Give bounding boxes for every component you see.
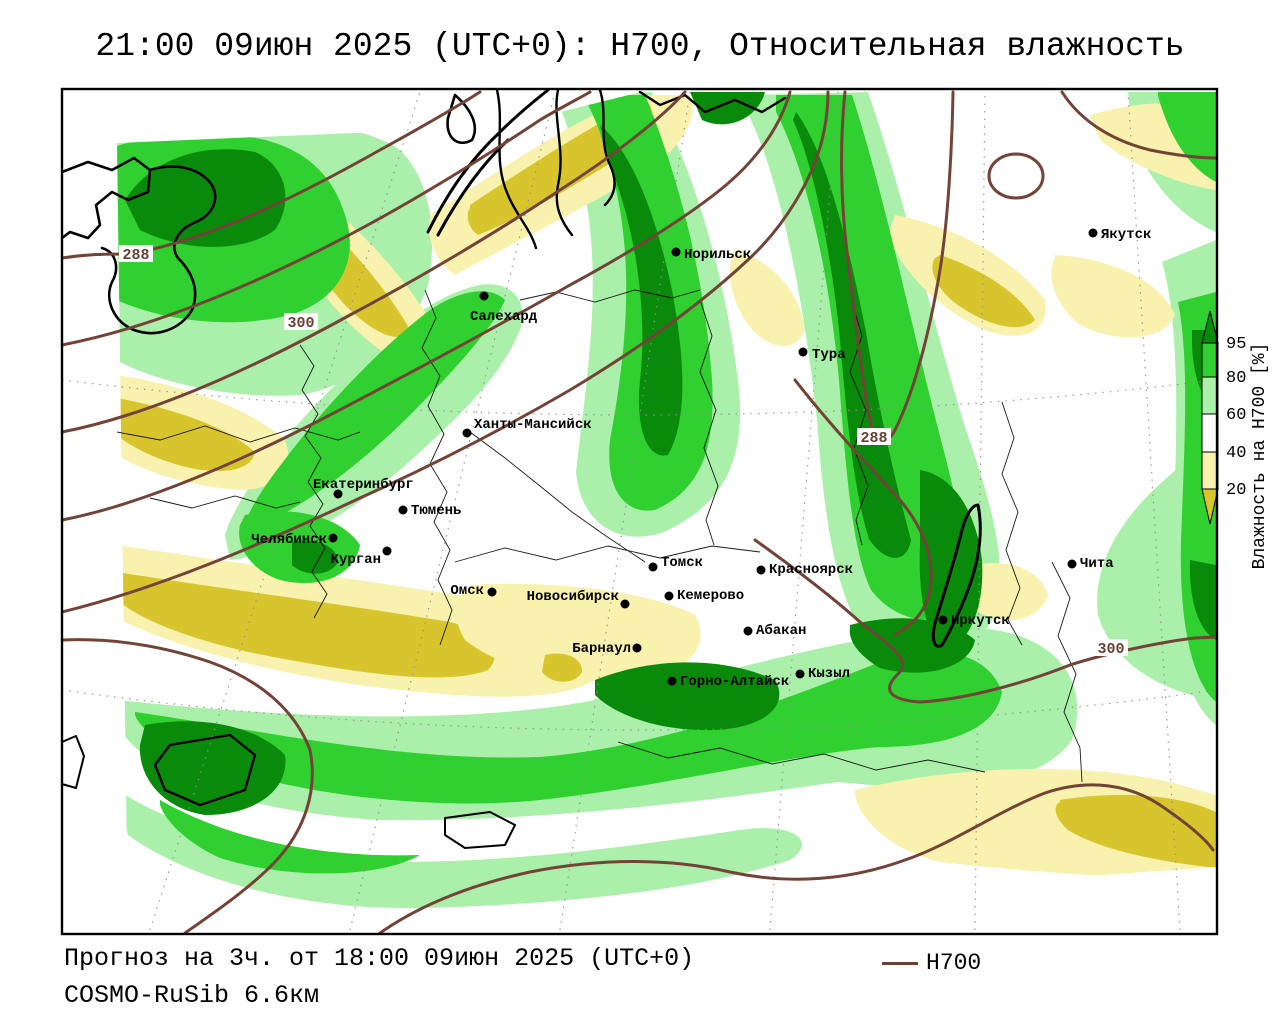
city-label-novosibirsk: Новосибирск bbox=[527, 589, 619, 605]
contour-label-300-east: 300 bbox=[1097, 641, 1124, 658]
taz-estuary bbox=[555, 90, 574, 237]
city-label-irkutsk: Иркутск bbox=[951, 613, 1010, 629]
colorbar: 95 80 60 40 20 Влажность на H700 [%] bbox=[1201, 310, 1270, 570]
city-marker-chelyabinsk bbox=[328, 533, 338, 543]
contour-label-288-west: 288 bbox=[122, 247, 149, 264]
city-marker-gorno-altaysk bbox=[667, 676, 677, 686]
colorbar-tick-40: 40 bbox=[1226, 444, 1246, 463]
city-label-gorno-altaysk: Горно-Алтайск bbox=[680, 674, 789, 690]
city-marker-tura bbox=[798, 347, 808, 357]
city-marker-khanty-mansiysk bbox=[462, 428, 472, 438]
admin-borders-layer bbox=[116, 289, 1083, 783]
city-marker-yekaterinburg bbox=[333, 489, 343, 499]
city-label-tura: Тура bbox=[812, 347, 846, 363]
colorbar-title: Влажность на H700 [%] bbox=[1250, 343, 1270, 570]
city-label-tyumen: Тюмень bbox=[411, 503, 461, 519]
h700-legend-label: H700 bbox=[926, 950, 982, 976]
city-marker-krasnoyarsk bbox=[756, 565, 766, 575]
contour-label-300-west: 300 bbox=[287, 315, 314, 332]
city-marker-yakutsk bbox=[1088, 228, 1098, 238]
city-marker-salekhard bbox=[479, 291, 489, 301]
coastline-layer bbox=[63, 90, 982, 849]
city-layer: Норильск Салехард Ханты-Мансийск Тура Як… bbox=[251, 227, 1151, 690]
map-title: 21:00 09июн 2025 (UTC+0): H700, Относите… bbox=[95, 28, 1185, 65]
colorbar-swatch-80-95 bbox=[1201, 342, 1219, 378]
novaya-zemlya-island bbox=[426, 90, 550, 234]
city-marker-abakan bbox=[743, 626, 753, 636]
white-sea-coast bbox=[100, 165, 217, 335]
h700-legend: H700 bbox=[882, 950, 981, 976]
ob-estuary bbox=[495, 90, 538, 250]
city-marker-tyumen bbox=[398, 505, 408, 515]
lake-baikal bbox=[931, 503, 982, 648]
lake-southwest bbox=[153, 733, 257, 807]
city-marker-tomsk bbox=[648, 562, 658, 572]
city-marker-kemerovo bbox=[664, 591, 674, 601]
colorbar-swatch-40-60 bbox=[1201, 413, 1219, 453]
contour-labels: 288 300 288 300 bbox=[119, 245, 1128, 658]
city-label-omsk: Омск bbox=[450, 583, 484, 599]
city-marker-barnaul bbox=[632, 643, 642, 653]
city-label-yakutsk: Якутск bbox=[1101, 227, 1151, 243]
city-label-chelyabinsk: Челябинск bbox=[251, 532, 327, 548]
city-label-tomsk: Томск bbox=[661, 555, 703, 571]
city-marker-chita bbox=[1067, 559, 1077, 569]
scandinavia-coast bbox=[63, 156, 152, 240]
forecast-info: Прогноз на 3ч. от 18:00 09июн 2025 (UTC+… bbox=[64, 944, 695, 973]
city-label-abakan: Абакан bbox=[756, 623, 806, 639]
map-frame bbox=[60, 87, 1219, 936]
h700-line-swatch bbox=[882, 961, 918, 965]
city-marker-kyzyl bbox=[795, 669, 805, 679]
arctic-island bbox=[446, 93, 477, 145]
humidity-fill-layer bbox=[117, 92, 1216, 909]
city-label-kemerovo: Кемерово bbox=[677, 588, 744, 604]
contour-label-288-east: 288 bbox=[860, 430, 887, 447]
colorbar-tick-20: 20 bbox=[1226, 481, 1246, 500]
city-label-kurgan: Курган bbox=[331, 552, 381, 568]
taymyr-coast bbox=[638, 90, 787, 114]
graticule-layer bbox=[63, 91, 1216, 931]
city-label-norilsk: Норильск bbox=[684, 247, 751, 263]
city-label-kyzyl: Кызыл bbox=[808, 666, 850, 682]
city-label-barnaul: Барнаул bbox=[572, 641, 631, 657]
city-label-krasnoyarsk: Красноярск bbox=[769, 562, 853, 578]
colorbar-swatch-lt20 bbox=[1201, 488, 1219, 525]
city-label-khanty-mansiysk: Ханты-Мансийск bbox=[474, 417, 592, 433]
yenisei-estuary bbox=[598, 90, 616, 207]
city-marker-novosibirsk bbox=[620, 599, 630, 609]
city-marker-omsk bbox=[487, 587, 497, 597]
city-marker-irkutsk bbox=[938, 615, 948, 625]
colorbar-tick-80: 80 bbox=[1226, 369, 1246, 388]
lake-zaysan bbox=[444, 811, 516, 849]
city-label-chita: Чита bbox=[1080, 556, 1114, 572]
city-marker-norilsk bbox=[671, 247, 681, 257]
colorbar-tick-60: 60 bbox=[1226, 406, 1246, 425]
city-label-salekhard: Салехард bbox=[470, 309, 538, 325]
city-marker-kurgan bbox=[382, 546, 392, 556]
colorbar-swatch-20-40 bbox=[1201, 451, 1219, 490]
colorbar-tick-95: 95 bbox=[1226, 335, 1246, 354]
model-info: COSMO-RuSib 6.6км bbox=[64, 981, 320, 1010]
lake-left-edge bbox=[63, 735, 85, 789]
city-label-yekaterinburg: Екатеринбург bbox=[313, 477, 414, 493]
colorbar-swatch-60-80 bbox=[1201, 376, 1219, 415]
